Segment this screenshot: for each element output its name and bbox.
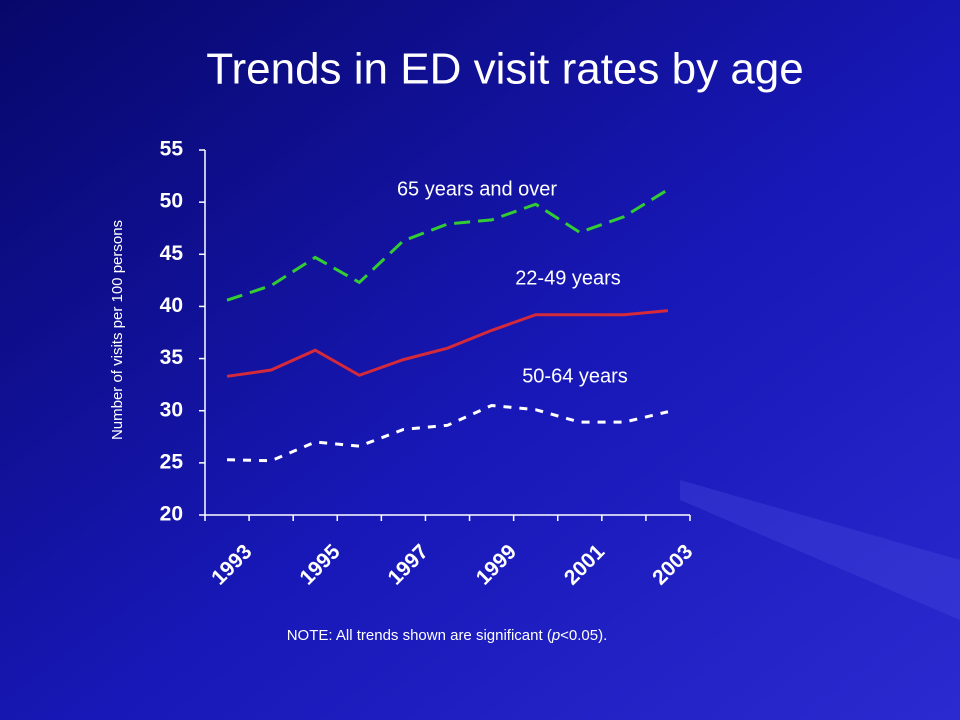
y-tick-label: 30: [160, 398, 183, 421]
series-label: 22-49 years: [515, 267, 621, 289]
note: NOTE: All trends shown are significant (…: [287, 627, 608, 644]
y-tick-label: 55: [160, 138, 184, 161]
y-tick-label: 20: [160, 503, 183, 526]
y-tick-label: 25: [160, 450, 184, 473]
series-line: [227, 403, 669, 463]
series-line: [226, 188, 669, 302]
y-axis-label: Number of visits per 100 persons: [109, 220, 126, 440]
chart-title: Trends in ED visit rates by age: [206, 45, 804, 94]
y-tick-label: 35: [160, 346, 184, 369]
note-text: p: [551, 627, 560, 644]
decor: [680, 480, 960, 620]
series-line: [226, 309, 669, 378]
note-text: NOTE: All trends shown are significant (: [287, 627, 552, 644]
y-tick-label: 50: [160, 190, 183, 213]
y-tick-label: 40: [160, 294, 183, 317]
series-label: 50-64 years: [522, 365, 628, 387]
note-text: <0.05).: [560, 627, 607, 644]
y-tick-label: 45: [160, 242, 184, 265]
series-label: 65 years and over: [397, 178, 557, 200]
